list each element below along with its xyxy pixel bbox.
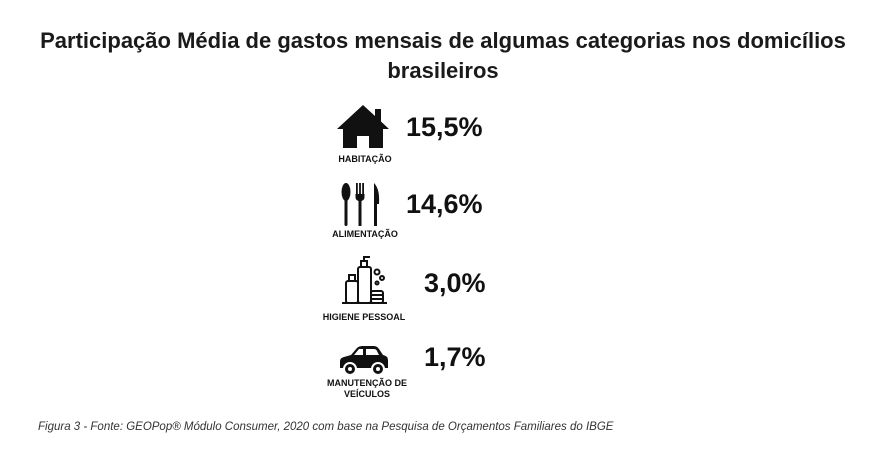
category-value: 3,0% (424, 268, 486, 298)
figure-caption: Figura 3 - Fonte: GEOPop® Módulo Consume… (38, 421, 614, 433)
category-label: HABITAÇÃO (338, 154, 392, 164)
cutlery-icon (332, 180, 394, 232)
house-icon (332, 102, 394, 154)
chart-title: Participação Média de gastos mensais de … (40, 28, 846, 83)
car-icon (332, 334, 394, 386)
category-value: 1,7% (424, 342, 486, 372)
category-value: 14,6% (406, 189, 483, 219)
category-label: ALIMENTAÇÃO (332, 229, 398, 239)
category-alimentacao: ALIMENTAÇÃO 14,6% (320, 180, 520, 260)
category-manutencao-veiculos: MANUTENÇÃO DE VEÍCULOS 1,7% (320, 334, 520, 414)
category-value: 15,5% (406, 112, 483, 142)
category-label: HIGIENE PESSOAL (322, 312, 406, 322)
category-label: MANUTENÇÃO DE VEÍCULOS (302, 378, 432, 400)
category-habitacao: HABITAÇÃO 15,5% (320, 102, 520, 182)
category-higiene-pessoal: HIGIENE PESSOAL 3,0% (320, 255, 520, 335)
category-label-line1: MANUTENÇÃO DE (327, 378, 407, 388)
toiletries-icon (332, 255, 394, 307)
category-label-line2: VEÍCULOS (343, 389, 390, 399)
